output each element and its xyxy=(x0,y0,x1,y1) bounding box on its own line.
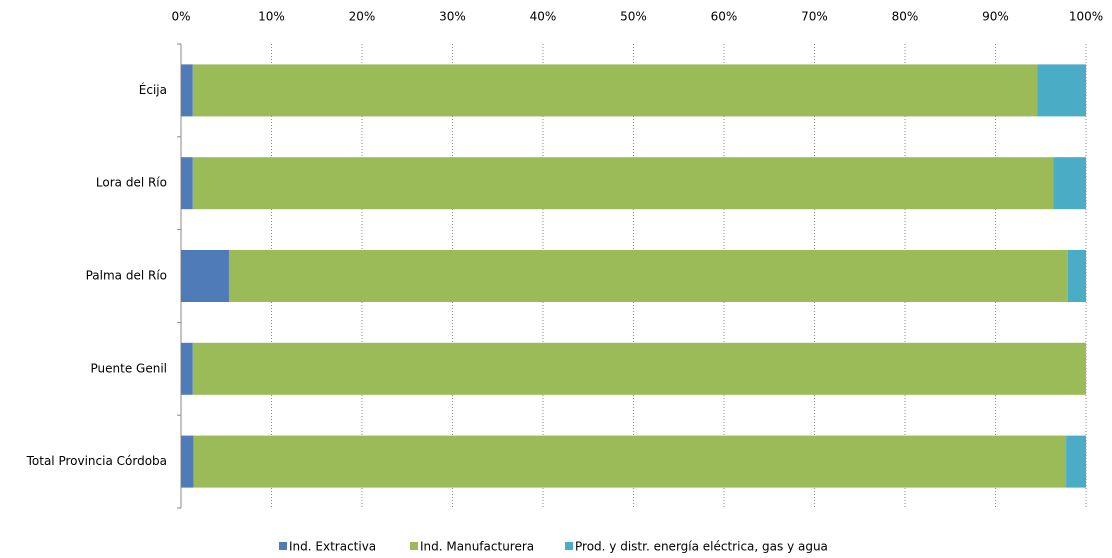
y-tick-label: Palma del Río xyxy=(86,269,167,283)
x-tick-label: 60% xyxy=(711,10,738,24)
y-tick-label: Lora del Río xyxy=(96,176,167,190)
bar-segment xyxy=(181,435,194,488)
y-tick-label: Puente Genil xyxy=(91,361,167,375)
bar-segment xyxy=(181,64,193,117)
bar-segment xyxy=(181,342,193,395)
x-tick-label: 100% xyxy=(1069,10,1103,24)
bar-segment xyxy=(192,342,1086,395)
x-tick-label: 50% xyxy=(620,10,647,24)
bar-segment xyxy=(1037,64,1086,117)
x-tick-label: 90% xyxy=(982,10,1009,24)
legend-label: Ind. Extractiva xyxy=(289,540,376,554)
x-tick-label: 70% xyxy=(801,10,828,24)
bar-segment xyxy=(228,250,1068,302)
bar-segment xyxy=(181,250,229,302)
legend-label: Prod. y distr. energía eléctrica, gas y … xyxy=(575,540,828,554)
legend-swatch xyxy=(565,542,573,550)
legend-label: Ind. Manufacturera xyxy=(420,540,534,554)
x-tick-label: 0% xyxy=(171,10,190,24)
bar-segment xyxy=(193,435,1067,488)
y-tick-label: Total Provincia Córdoba xyxy=(26,454,167,468)
x-tick-label: 30% xyxy=(439,10,466,24)
bar-segment xyxy=(192,64,1038,117)
legend-swatch xyxy=(410,542,418,550)
x-tick-label: 20% xyxy=(349,10,376,24)
x-tick-label: 80% xyxy=(892,10,919,24)
bar-segment xyxy=(1066,435,1086,488)
y-tick-label: Écija xyxy=(139,82,167,97)
bar-segment xyxy=(181,157,193,210)
legend-swatch xyxy=(279,542,287,550)
bar-segment xyxy=(1067,250,1086,302)
bar-segment xyxy=(1053,157,1086,210)
x-tick-label: 40% xyxy=(530,10,557,24)
bar-segment xyxy=(192,157,1054,210)
x-tick-label: 10% xyxy=(258,10,285,24)
